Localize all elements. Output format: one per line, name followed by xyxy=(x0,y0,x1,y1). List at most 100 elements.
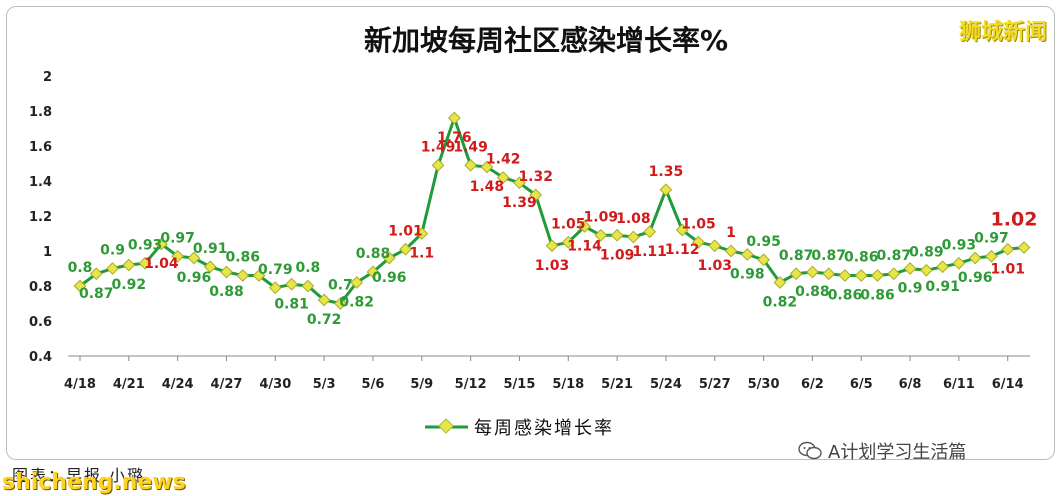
x-tick-label: 5/21 xyxy=(601,377,633,392)
data-point xyxy=(675,223,689,237)
x-tick-label: 5/27 xyxy=(699,377,731,392)
y-tick-label: 1.8 xyxy=(29,105,52,120)
data-point xyxy=(806,265,819,279)
y-tick-label: 1 xyxy=(43,245,52,260)
x-tick-label: 6/2 xyxy=(801,377,824,392)
data-label: 0.93 xyxy=(128,237,163,253)
x-tick-label: 4/24 xyxy=(162,377,194,392)
wechat-icon xyxy=(798,441,822,460)
data-point xyxy=(464,158,477,172)
footer-account: A计划学习生活篇 xyxy=(798,438,966,464)
data-label: 1.05 xyxy=(681,216,716,232)
y-tick-label: 2 xyxy=(43,70,52,85)
data-point xyxy=(268,281,282,295)
data-label: 0.9 xyxy=(898,281,923,297)
x-tick-label: 5/30 xyxy=(748,377,780,392)
data-point xyxy=(594,228,608,242)
data-label: 0.87 xyxy=(811,248,846,264)
data-point xyxy=(659,183,673,197)
data-point xyxy=(106,262,119,275)
y-tick-label: 0.4 xyxy=(29,350,52,365)
data-label: 1.09 xyxy=(600,247,635,263)
data-label: 1.48 xyxy=(470,179,505,195)
y-tick-label: 1.2 xyxy=(29,210,52,225)
data-point xyxy=(610,228,624,242)
x-tick-label: 5/15 xyxy=(504,377,536,392)
x-tick-label: 5/24 xyxy=(650,377,682,392)
data-point xyxy=(382,251,396,265)
data-label: 1.03 xyxy=(697,258,732,274)
data-label: 0.98 xyxy=(730,267,765,283)
x-tick-label: 4/30 xyxy=(259,377,291,392)
data-label: 1.42 xyxy=(486,152,521,168)
legend: 每周感染增长率 xyxy=(425,418,614,439)
data-point xyxy=(285,277,298,291)
data-point xyxy=(73,279,87,293)
data-label: 0.96 xyxy=(177,270,212,286)
data-label: 0.72 xyxy=(307,312,342,328)
data-point xyxy=(252,269,266,282)
x-tick-label: 4/27 xyxy=(211,377,243,392)
data-point xyxy=(936,260,949,274)
data-point xyxy=(724,244,738,258)
data-point xyxy=(366,265,380,279)
data-point xyxy=(171,249,185,263)
data-label: 1.04 xyxy=(144,256,179,272)
data-point xyxy=(952,256,966,270)
data-label: 0.93 xyxy=(942,237,977,253)
data-point xyxy=(220,265,233,279)
data-label: 0.87 xyxy=(779,248,814,264)
data-point xyxy=(578,220,591,233)
x-tick-label: 5/12 xyxy=(455,377,487,392)
x-tick-label: 6/14 xyxy=(992,377,1024,392)
data-label: 0.88 xyxy=(795,284,830,300)
data-label: 1 xyxy=(726,225,736,241)
x-tick-label: 4/18 xyxy=(64,377,96,392)
data-point xyxy=(89,267,103,281)
data-point xyxy=(529,188,543,202)
data-point xyxy=(692,235,705,249)
data-label: 0.87 xyxy=(877,248,912,264)
data-point xyxy=(203,260,217,274)
data-point xyxy=(757,253,770,267)
data-point xyxy=(415,227,429,240)
data-point xyxy=(1001,242,1015,256)
data-label: 0.9 xyxy=(100,243,125,259)
legend-label: 每周感染增长率 xyxy=(474,418,614,439)
y-tick-label: 1.4 xyxy=(29,175,52,190)
data-point xyxy=(334,297,347,310)
data-point xyxy=(789,267,803,281)
data-point xyxy=(187,251,201,265)
data-label: 1.03 xyxy=(535,258,570,274)
data-label: 1.39 xyxy=(502,195,537,211)
data-point xyxy=(708,239,722,253)
data-label: 1.14 xyxy=(567,239,602,255)
data-point xyxy=(138,256,152,270)
data-label: 1.05 xyxy=(551,216,586,232)
y-tick-label: 0.6 xyxy=(29,315,52,330)
data-point xyxy=(773,276,787,289)
x-tick-label: 6/5 xyxy=(850,377,873,392)
data-point xyxy=(447,111,461,125)
data-label: 0.86 xyxy=(828,288,863,304)
data-label: 1.49 xyxy=(421,139,456,155)
data-point xyxy=(740,248,754,261)
data-point xyxy=(496,171,510,184)
data-point xyxy=(1017,241,1031,254)
data-label: 0.86 xyxy=(860,288,895,304)
data-point xyxy=(871,269,884,282)
data-label: 0.92 xyxy=(112,277,147,293)
chart-title: 新加坡每周社区感染增长率% xyxy=(364,24,728,57)
data-label: 1.02 xyxy=(991,209,1038,231)
data-point xyxy=(399,242,412,256)
data-point xyxy=(985,249,998,263)
data-label: 0.81 xyxy=(274,296,309,312)
data-label: 1.09 xyxy=(584,209,619,225)
data-point xyxy=(317,293,331,307)
data-label: 0.96 xyxy=(958,270,993,286)
x-tick-label: 4/21 xyxy=(113,377,145,392)
footer-site: shicheng.news xyxy=(2,470,186,495)
data-label: 0.89 xyxy=(909,244,944,260)
data-label: 0.86 xyxy=(225,250,260,266)
data-label: 1.49 xyxy=(453,139,488,155)
